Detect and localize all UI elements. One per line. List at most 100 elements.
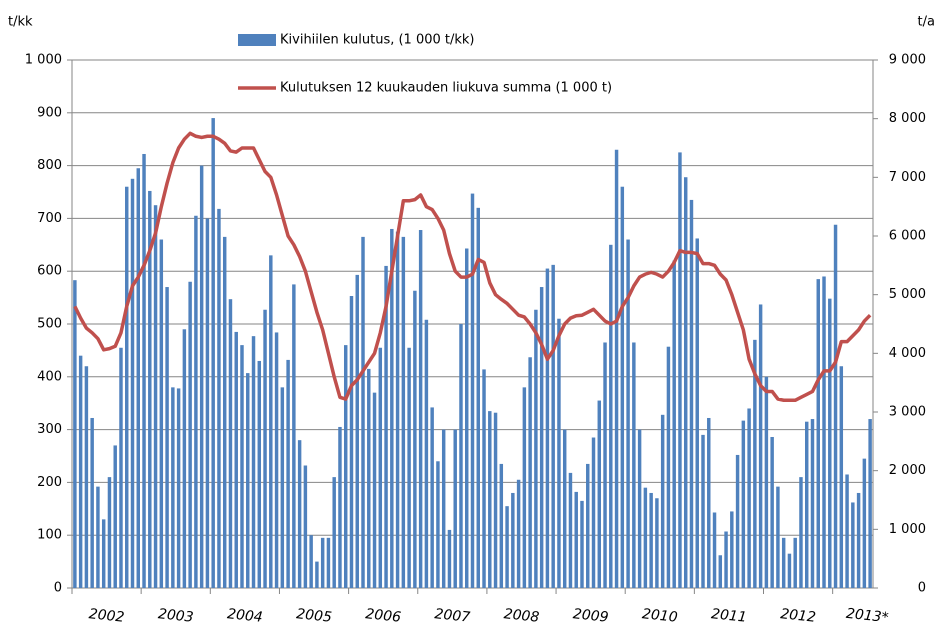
x-tick-label: 2013*	[845, 606, 889, 626]
x-tick-label: 2003	[157, 606, 194, 626]
bar	[338, 426, 342, 588]
bar	[695, 238, 699, 589]
bar	[73, 280, 77, 588]
bar	[672, 260, 676, 588]
bar	[718, 555, 723, 588]
bar	[320, 537, 325, 588]
bar	[528, 357, 532, 588]
bar	[516, 479, 521, 588]
bar	[799, 477, 803, 588]
bar	[205, 218, 210, 588]
bar	[649, 492, 653, 588]
bar	[724, 531, 728, 588]
bar	[839, 366, 844, 588]
bar	[217, 208, 221, 588]
bar	[580, 500, 584, 588]
x-tick-label: 2010	[641, 606, 678, 626]
bar	[637, 429, 642, 588]
y-tick-label: 600	[37, 264, 62, 279]
bar	[828, 298, 832, 588]
bar	[130, 178, 135, 589]
bar	[355, 274, 359, 588]
bar	[822, 276, 826, 588]
bar	[793, 537, 797, 588]
y-tick-label: 900	[37, 105, 62, 120]
bar	[568, 472, 573, 588]
bar	[781, 537, 786, 588]
x-tick-label: 2012	[780, 606, 817, 626]
bar	[747, 408, 751, 588]
bar	[361, 236, 365, 588]
bar	[562, 429, 567, 588]
bar	[343, 345, 348, 588]
bar	[470, 193, 475, 589]
bar	[707, 417, 711, 588]
bar	[349, 296, 354, 588]
bar	[833, 224, 838, 588]
bar	[655, 498, 659, 588]
y-tick-label: 400	[37, 369, 62, 384]
line	[73, 131, 872, 403]
bar	[476, 207, 480, 588]
y2-tick-label: 7 000	[889, 170, 926, 185]
x-tick-label: 2002	[88, 606, 125, 626]
bar	[176, 388, 181, 588]
bar	[730, 511, 734, 588]
bar	[240, 345, 244, 588]
bar	[101, 519, 106, 588]
bar	[609, 244, 613, 589]
legend-label: Kivihiilen kulutus, (1 000 t/kk)	[280, 33, 475, 48]
bar	[660, 414, 665, 588]
bar	[701, 434, 705, 588]
bar	[810, 419, 815, 588]
bar	[758, 304, 763, 588]
bar	[764, 376, 769, 588]
bar	[188, 281, 192, 588]
x-tick-label: 2006	[365, 606, 402, 626]
bar	[303, 465, 308, 588]
bar	[372, 392, 377, 588]
bar	[482, 369, 486, 588]
bar	[441, 429, 446, 588]
bar	[551, 264, 555, 588]
y2-tick-label: 3 000	[889, 405, 926, 420]
bar	[326, 537, 331, 588]
bar	[868, 419, 872, 588]
bar	[367, 368, 371, 588]
y-tick-label: 0	[54, 581, 62, 596]
bar	[614, 149, 619, 588]
x-tick-label: 2011	[710, 606, 747, 626]
bar	[776, 486, 780, 588]
bar	[257, 360, 262, 588]
bar	[534, 309, 538, 588]
bar	[119, 347, 123, 588]
bar	[234, 331, 238, 588]
y-tick-label: 300	[37, 422, 62, 437]
bar	[413, 290, 417, 588]
bar	[511, 492, 515, 588]
bar	[148, 190, 152, 588]
bar	[557, 318, 561, 588]
bar	[269, 255, 273, 589]
bar	[845, 474, 849, 588]
bar	[447, 529, 452, 588]
bar	[136, 168, 140, 589]
bar	[280, 387, 285, 588]
bar	[505, 506, 509, 588]
bar	[545, 268, 550, 588]
bar	[493, 412, 498, 588]
bar	[488, 411, 492, 588]
bar	[862, 458, 867, 588]
bar	[90, 417, 94, 588]
bar	[211, 118, 215, 588]
bar	[395, 231, 400, 588]
bar	[251, 336, 256, 588]
x-tick-label: 2007	[434, 606, 471, 626]
bar	[222, 236, 227, 588]
legend-label: Kulutuksen 12 kuukauden liukuva summa (1…	[280, 81, 612, 96]
bar	[741, 420, 746, 588]
y2-tick-label: 2 000	[889, 463, 926, 478]
bar	[430, 407, 434, 588]
bar	[591, 437, 596, 588]
